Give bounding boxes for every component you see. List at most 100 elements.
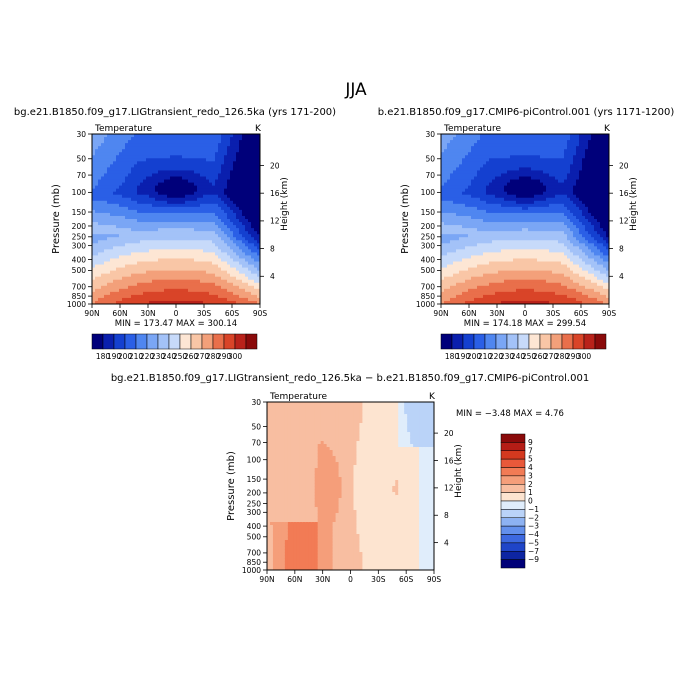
field-cell <box>528 179 532 184</box>
field-cell <box>125 234 129 238</box>
field-cell <box>447 173 451 178</box>
field-cell <box>104 161 108 165</box>
field-cell <box>236 240 240 244</box>
field-cell <box>453 206 457 211</box>
field-cell <box>495 285 499 290</box>
field-cell <box>134 291 138 296</box>
field-cell <box>113 228 117 232</box>
field-cell <box>173 249 177 253</box>
field-cell <box>531 176 535 181</box>
field-cell <box>215 294 219 299</box>
field-cell <box>465 264 469 269</box>
field-cell <box>453 279 457 284</box>
field-cell <box>179 155 183 159</box>
field-cell <box>122 300 126 304</box>
field-cell <box>251 267 255 272</box>
field-cell <box>110 258 114 263</box>
field-cell <box>92 267 96 272</box>
field-cell <box>185 264 189 269</box>
field-cell <box>104 231 108 235</box>
field-cell <box>492 167 496 172</box>
field-cell <box>173 188 177 193</box>
field-cell <box>155 173 159 178</box>
field-cell <box>161 161 165 165</box>
field-cell <box>254 188 258 193</box>
field-cell <box>185 206 189 211</box>
field-cell <box>507 206 511 211</box>
field-cell <box>179 285 183 290</box>
field-cell <box>140 200 144 205</box>
field-cell <box>215 279 219 284</box>
field-cell <box>149 225 153 229</box>
field-cell <box>212 240 216 244</box>
field-cell <box>239 200 243 205</box>
field-cell <box>134 149 138 153</box>
field-cell <box>510 197 514 202</box>
field-cell <box>209 294 213 299</box>
field-cell <box>212 243 216 247</box>
field-cell <box>444 228 448 232</box>
field-cell <box>155 137 159 141</box>
field-cell <box>128 197 132 202</box>
field-cell <box>531 212 535 217</box>
field-cell <box>447 291 451 296</box>
field-cell <box>188 234 192 238</box>
field-cell <box>116 203 120 208</box>
field-cell <box>209 240 213 244</box>
field-cell <box>248 252 252 257</box>
field-cell <box>513 209 517 214</box>
field-cell <box>137 285 141 290</box>
field-cell <box>212 182 216 187</box>
field-cell <box>215 170 219 175</box>
field-cell <box>143 279 147 284</box>
field-cell <box>170 200 174 205</box>
field-cell <box>242 149 246 153</box>
field-cell <box>477 158 481 162</box>
field-cell <box>167 206 171 211</box>
field-cell <box>221 285 225 290</box>
field-cell <box>206 173 210 178</box>
field-cell <box>110 255 114 260</box>
field-cell <box>525 140 529 144</box>
field-cell <box>185 137 189 141</box>
field-cell <box>522 200 526 205</box>
field-cell <box>447 279 451 284</box>
field-cell <box>525 255 529 260</box>
field-cell <box>450 240 454 244</box>
field-cell <box>447 143 451 147</box>
field-cell <box>188 246 192 250</box>
field-cell <box>257 246 260 250</box>
field-cell <box>504 243 508 247</box>
field-cell <box>236 267 240 272</box>
field-cell <box>477 249 481 253</box>
field-cell <box>104 225 108 229</box>
field-cell <box>230 176 234 181</box>
field-cell <box>227 225 231 229</box>
field-cell <box>194 273 198 278</box>
field-cell <box>474 134 478 138</box>
field-cell <box>507 215 511 220</box>
field-cell <box>134 194 138 199</box>
field-cell <box>474 270 478 275</box>
field-cell <box>236 261 240 266</box>
field-cell <box>107 194 111 199</box>
field-cell <box>471 215 475 220</box>
field-cell <box>242 179 246 184</box>
field-cell <box>525 185 529 190</box>
field-cell <box>161 137 165 141</box>
field-cell <box>182 246 186 250</box>
field-cell <box>98 258 102 263</box>
field-cell <box>152 188 156 193</box>
field-cell <box>453 300 457 304</box>
field-cell <box>456 149 460 153</box>
field-cell <box>101 188 105 193</box>
field-cell <box>486 176 490 181</box>
field-cell <box>525 179 529 184</box>
field-cell <box>164 200 168 205</box>
field-cell <box>200 215 204 220</box>
field-cell <box>462 285 466 290</box>
field-cell <box>146 191 150 196</box>
field-cell <box>191 161 195 165</box>
field-cell <box>471 143 475 147</box>
field-cell <box>477 222 481 226</box>
